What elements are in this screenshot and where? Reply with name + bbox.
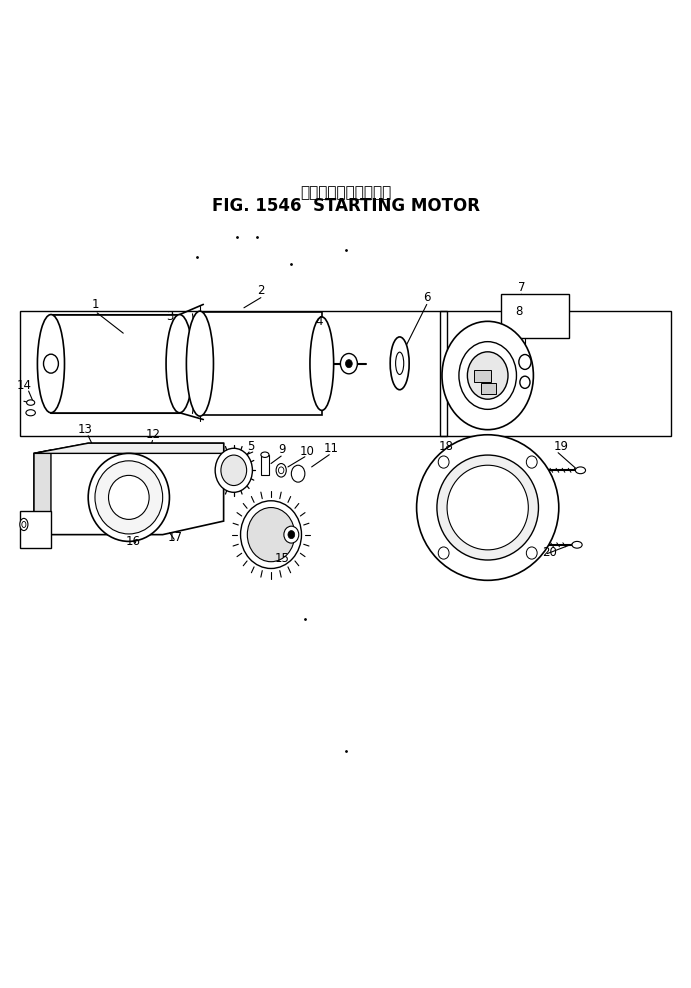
Ellipse shape (221, 455, 247, 485)
Ellipse shape (520, 376, 530, 388)
Ellipse shape (346, 360, 352, 368)
Bar (440, 311, 670, 437)
Text: 2: 2 (258, 285, 265, 297)
Ellipse shape (37, 314, 64, 413)
Ellipse shape (284, 527, 299, 543)
Ellipse shape (527, 547, 537, 559)
Bar (51, 314, 180, 413)
Bar (501, 294, 569, 338)
Ellipse shape (438, 547, 449, 559)
Ellipse shape (417, 435, 559, 580)
Text: 17: 17 (167, 532, 182, 544)
Text: 11: 11 (324, 442, 339, 455)
Ellipse shape (166, 314, 193, 413)
Ellipse shape (572, 541, 582, 548)
Ellipse shape (442, 321, 533, 430)
Ellipse shape (341, 354, 357, 373)
Ellipse shape (95, 460, 162, 534)
Ellipse shape (437, 455, 538, 560)
Text: 7: 7 (518, 281, 526, 293)
Ellipse shape (438, 456, 449, 468)
Polygon shape (34, 444, 224, 535)
Ellipse shape (261, 453, 269, 457)
Ellipse shape (292, 465, 305, 482)
Text: 9: 9 (278, 444, 285, 456)
Ellipse shape (187, 311, 214, 416)
Text: 19: 19 (554, 440, 569, 453)
Bar (474, 370, 491, 382)
Bar (261, 454, 269, 475)
Ellipse shape (20, 519, 28, 531)
Text: 20: 20 (542, 546, 557, 559)
Ellipse shape (240, 501, 301, 568)
Ellipse shape (459, 342, 516, 409)
Text: 10: 10 (300, 445, 315, 457)
Ellipse shape (108, 475, 149, 520)
Text: 18: 18 (439, 440, 454, 453)
Ellipse shape (288, 531, 295, 538)
Text: 6: 6 (424, 291, 431, 304)
Ellipse shape (26, 410, 35, 416)
Polygon shape (21, 511, 51, 548)
Text: 5: 5 (247, 440, 255, 453)
Ellipse shape (576, 467, 585, 473)
Ellipse shape (519, 355, 531, 370)
Text: FIG. 1546  STARTING MOTOR: FIG. 1546 STARTING MOTOR (211, 198, 480, 215)
Bar (21, 311, 447, 437)
Ellipse shape (310, 317, 334, 410)
Ellipse shape (527, 456, 537, 468)
Text: 1: 1 (92, 297, 99, 311)
Ellipse shape (215, 449, 252, 492)
Text: 3: 3 (166, 310, 173, 323)
Ellipse shape (247, 508, 295, 562)
Text: 8: 8 (515, 304, 522, 317)
Text: 4: 4 (315, 315, 323, 328)
Polygon shape (34, 444, 224, 453)
Text: 14: 14 (17, 379, 32, 392)
Text: 16: 16 (126, 535, 140, 547)
Text: 12: 12 (146, 429, 161, 442)
Ellipse shape (276, 463, 286, 477)
Ellipse shape (467, 352, 508, 399)
Text: スターティングモータ: スターティングモータ (300, 185, 391, 201)
Text: 15: 15 (274, 551, 290, 565)
Polygon shape (34, 450, 51, 535)
Bar (481, 383, 496, 394)
Bar (200, 312, 322, 416)
Ellipse shape (447, 465, 529, 550)
Ellipse shape (390, 337, 409, 389)
Ellipse shape (26, 400, 35, 405)
Text: 13: 13 (78, 423, 93, 436)
Ellipse shape (88, 453, 169, 541)
